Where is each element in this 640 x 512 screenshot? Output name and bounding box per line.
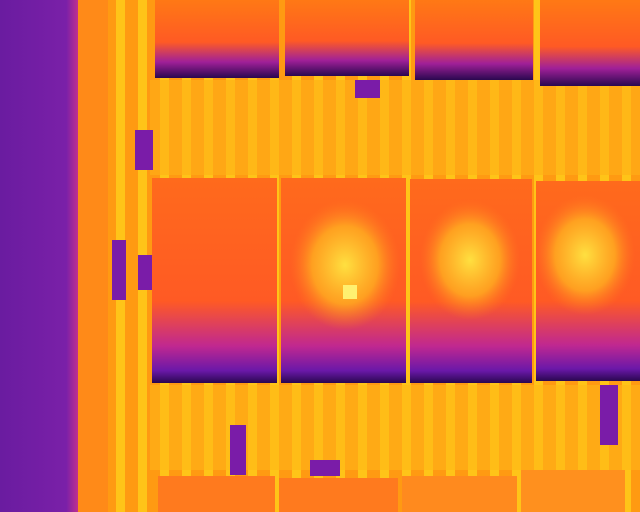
cold-spot	[138, 255, 152, 290]
panel	[158, 476, 275, 512]
panel	[402, 476, 517, 512]
roof-band	[150, 80, 640, 175]
panel	[285, 0, 409, 76]
panel	[279, 478, 398, 512]
panel	[540, 0, 640, 86]
hot-spot	[535, 195, 635, 315]
cold-spot	[112, 240, 126, 300]
hot-cell	[343, 285, 357, 299]
panel-row-middle	[152, 178, 640, 383]
cold-spot	[135, 130, 153, 170]
cold-spots	[112, 80, 618, 476]
wall	[0, 0, 78, 512]
hot-spot	[420, 200, 520, 320]
cold-spot	[230, 425, 246, 475]
panel-row-bottom	[158, 470, 625, 512]
cold-spot	[600, 385, 618, 445]
cold-spot	[355, 80, 380, 98]
roof-band	[150, 385, 640, 470]
panel	[155, 0, 279, 78]
hot-spot	[290, 200, 400, 330]
panel	[152, 178, 277, 383]
roof-edge	[78, 0, 108, 512]
panel	[415, 0, 533, 80]
panel-row-top	[155, 0, 640, 86]
cold-spot	[310, 460, 340, 476]
panel	[521, 470, 625, 512]
